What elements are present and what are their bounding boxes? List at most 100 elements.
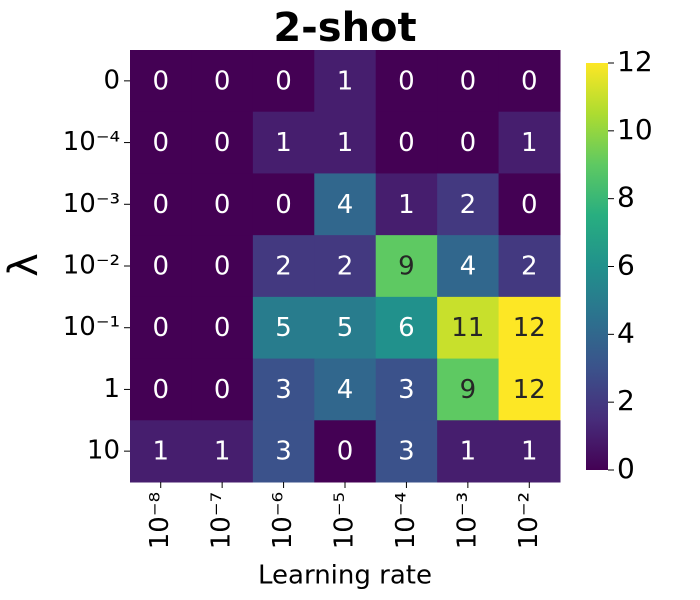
- cell-label: 1: [521, 128, 538, 158]
- cell-label: 0: [152, 375, 169, 405]
- cell-label: 0: [521, 190, 538, 220]
- heatmap-cell: [498, 50, 561, 113]
- heatmap-cell: [437, 235, 500, 298]
- cell-label: 3: [398, 375, 415, 405]
- heatmap-cell: [191, 173, 254, 236]
- cell-label: 0: [214, 375, 231, 405]
- cell-label: 1: [337, 66, 354, 96]
- heatmap-cell: [252, 111, 315, 174]
- heatmap-cell: [252, 235, 315, 298]
- cell-label: 3: [275, 375, 292, 405]
- y-tick-label: 10: [87, 436, 120, 466]
- heatmap-cell: [130, 420, 192, 483]
- colorbar-tick-label: 0: [617, 452, 635, 485]
- heatmap-cell: [498, 296, 561, 360]
- cell-label: 1: [275, 128, 292, 158]
- heatmap-cell: [252, 420, 315, 483]
- cell-label: 6: [398, 313, 415, 343]
- cell-label: 0: [214, 313, 231, 343]
- colorbar-tick-label: 12: [617, 45, 653, 78]
- cell-label: 1: [152, 437, 169, 467]
- cell-label: 0: [214, 190, 231, 220]
- heatmap-cell: [437, 296, 500, 360]
- cell-label: 0: [152, 252, 169, 282]
- cell-label: 0: [398, 66, 415, 96]
- x-tick-label: 10⁻⁷: [207, 492, 237, 549]
- y-tick-label: 10⁻¹: [63, 312, 120, 342]
- heatmap-cell: [498, 173, 561, 236]
- x-tick-label: 10⁻²: [514, 492, 544, 549]
- cell-label: 2: [275, 252, 292, 282]
- cell-label: 0: [152, 128, 169, 158]
- heatmap-cell: [191, 296, 254, 360]
- heatmap-cell: [498, 235, 561, 298]
- heatmap-cell: [130, 50, 192, 113]
- heatmap-cell: [375, 111, 438, 174]
- cell-label: 4: [337, 190, 354, 220]
- cell-label: 11: [451, 313, 484, 343]
- y-tick-label: 10⁻²: [63, 251, 120, 281]
- heatmap-cell: [191, 50, 254, 113]
- cell-label: 1: [521, 437, 538, 467]
- cell-label: 0: [152, 313, 169, 343]
- cell-label: 0: [460, 128, 477, 158]
- heatmap-cell: [130, 235, 192, 298]
- cell-label: 3: [398, 437, 415, 467]
- cell-label: 5: [337, 313, 354, 343]
- colorbar: [586, 63, 608, 470]
- heatmap-cell: [191, 358, 254, 421]
- cell-label: 0: [275, 66, 292, 96]
- heatmap-cell: [252, 173, 315, 236]
- heatmap-cell: [252, 50, 315, 113]
- heatmap-cell: [314, 173, 377, 236]
- heatmap-cell: [314, 296, 377, 360]
- y-tick-label: 1: [103, 374, 120, 404]
- heatmap-cell: [314, 111, 377, 174]
- heatmap-cell: [191, 420, 254, 483]
- cell-label: 9: [398, 252, 415, 282]
- heatmap-cell: [375, 358, 438, 421]
- cell-label: 0: [214, 66, 231, 96]
- y-tick-label: 0: [103, 65, 120, 95]
- cell-label: 4: [460, 252, 477, 282]
- cell-label: 0: [521, 66, 538, 96]
- cell-label: 5: [275, 313, 292, 343]
- cell-label: 1: [398, 190, 415, 220]
- heatmap-cell: [437, 173, 500, 236]
- y-tick-label: 10⁻³: [63, 189, 120, 219]
- x-tick-label: 10⁻⁵: [330, 492, 360, 549]
- heatmap-cell: [375, 235, 438, 298]
- cell-label: 0: [214, 128, 231, 158]
- heatmap-cell: [437, 358, 500, 421]
- cell-label: 3: [275, 437, 292, 467]
- heatmap-cell: [437, 50, 500, 113]
- cell-label: 0: [398, 128, 415, 158]
- cell-label: 1: [214, 437, 231, 467]
- colorbar-tick-label: 2: [617, 384, 635, 417]
- heatmap-cell: [375, 50, 438, 113]
- heatmap-cell: [252, 358, 315, 421]
- x-tick-label: 10⁻⁶: [268, 492, 298, 549]
- y-axis-label: λ: [1, 253, 47, 277]
- colorbar-tick-label: 4: [617, 316, 635, 349]
- cell-label: 0: [152, 66, 169, 96]
- heatmap-cell: [314, 50, 377, 113]
- cell-label: 1: [460, 437, 477, 467]
- cell-label: 2: [337, 252, 354, 282]
- x-tick-label: 10⁻³: [452, 492, 482, 549]
- heatmap-cell: [375, 296, 438, 360]
- heatmap-cell: [252, 296, 315, 360]
- colorbar-tick-label: 6: [617, 249, 635, 282]
- heatmap-cell: [130, 173, 192, 236]
- heatmap-cell: [130, 296, 192, 360]
- heatmap-cell: [437, 111, 500, 174]
- cell-label: 0: [214, 252, 231, 282]
- x-tick-label: 10⁻⁴: [391, 492, 421, 549]
- heatmap-cell: [375, 173, 438, 236]
- cell-label: 9: [460, 375, 477, 405]
- heatmap-cell: [498, 358, 561, 421]
- heatmap-cell: [498, 420, 561, 483]
- heatmap-cell: [130, 358, 192, 421]
- cell-label: 2: [521, 252, 538, 282]
